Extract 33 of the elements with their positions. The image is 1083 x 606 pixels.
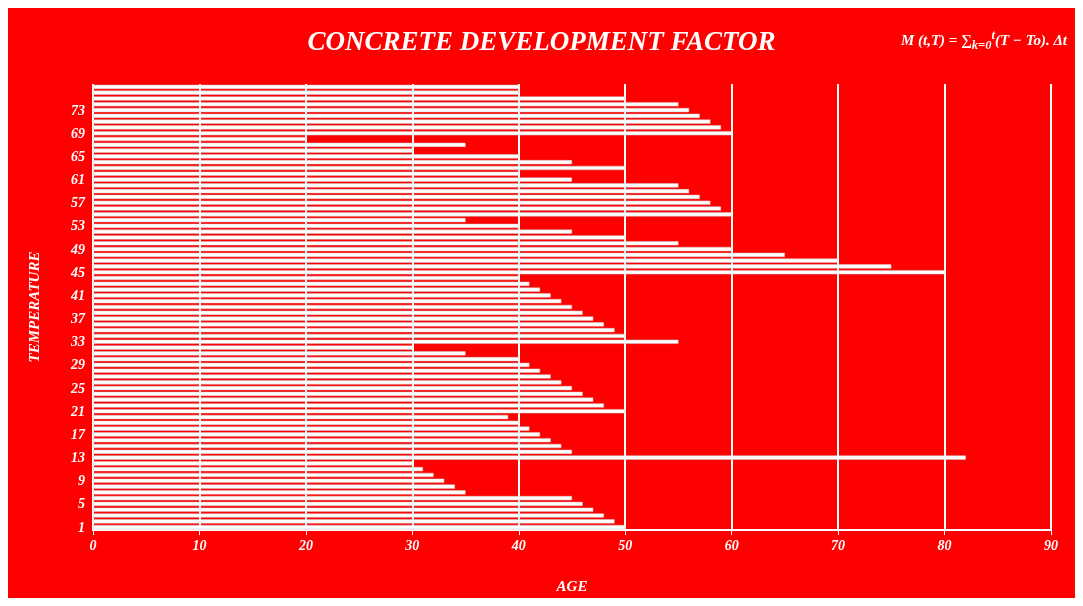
y-tick-label: 29 [70,357,85,373]
y-tick-label: 5 [78,496,85,512]
y-tick-label: 61 [71,172,85,188]
x-tick-label: 80 [937,537,952,553]
y-tick-label: 69 [71,125,85,141]
x-tick-label: 20 [297,537,313,553]
y-tick-label: 1 [78,519,85,535]
y-tick-label: 25 [70,380,85,396]
x-tick-label: 30 [404,537,420,553]
x-tick-label: 40 [510,537,526,553]
x-tick-label: 90 [1044,537,1058,553]
y-tick-label: 45 [70,264,85,280]
y-tick-label: 53 [71,218,85,234]
x-tick-label: 50 [618,537,633,553]
x-axis-title: AGE [555,577,588,594]
x-tick-label: 60 [724,537,739,553]
text: M (t,T) = ∑$_{k=0}$$^{t}$(T − To). Δt [900,28,1067,53]
y-tick-label: 9 [78,473,85,489]
y-tick-label: 49 [70,241,85,257]
y-tick-label: 65 [71,148,85,164]
x-tick-label: 0 [89,537,97,553]
y-tick-label: 37 [70,311,86,327]
y-tick-label: 57 [71,195,86,211]
y-tick-label: 21 [70,403,85,419]
y-tick-label: 41 [70,287,85,303]
y-tick-label: 73 [71,102,85,118]
y-tick-label: 17 [71,426,86,442]
x-tick-label: 10 [192,537,207,553]
chart-title: CONCRETE DEVELOPMENT FACTOR [307,25,776,56]
y-axis-title: TEMPERATURE [25,251,42,363]
x-tick-label: 70 [831,537,846,553]
y-tick-label: 33 [70,334,85,350]
y-tick-label: 13 [71,450,85,466]
